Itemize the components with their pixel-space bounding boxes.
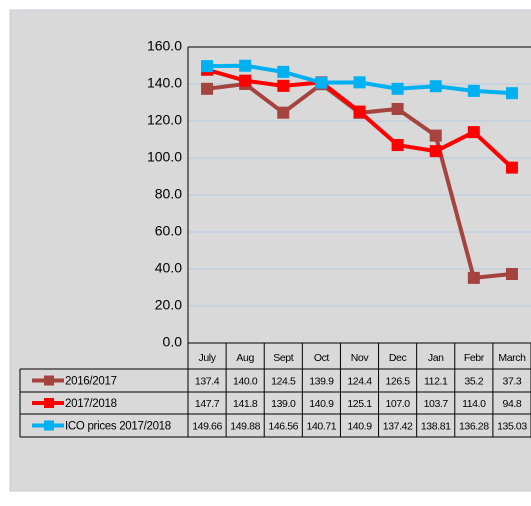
data-point [467,271,480,284]
x-tick-label: Jan [428,352,444,364]
data-label: 35.2 [464,375,483,387]
data-label: 138.81 [421,420,451,432]
data-point [201,82,214,95]
x-tick-label: Aug [236,352,254,364]
data-label: 149.88 [230,420,260,432]
data-label: 137.4 [195,375,220,387]
x-tick-label: Nov [351,352,370,364]
legend-marker [44,375,54,386]
data-point [505,267,518,280]
data-label: 126.5 [385,375,410,387]
data-point [505,161,518,174]
data-point [429,145,442,158]
data-point [277,65,290,78]
x-tick-label: Febr [464,352,485,364]
x-tick-label: Dec [389,352,407,364]
data-label: 135.03 [497,420,527,432]
data-label: 140.9 [347,420,372,432]
y-tick-label: 0.0 [163,334,183,350]
data-point [467,126,480,139]
data-point [505,87,518,100]
data-label: 125.1 [347,398,372,410]
legend-label: ICO prices 2017/2018 [65,421,171,433]
data-label: 149.66 [192,420,222,432]
data-label: 112.1 [424,375,448,387]
data-point [239,74,252,87]
data-label: 140.71 [307,420,337,432]
chart-background [9,9,531,492]
data-point [467,84,480,97]
data-label: 103.7 [424,398,449,410]
data-label: 140.9 [309,398,334,410]
data-label: 114.0 [462,398,486,410]
x-tick-label: Sept [273,352,293,364]
y-tick-label: 40.0 [155,260,182,276]
legend-marker [44,398,54,408]
data-point [391,102,404,115]
x-tick-label: July [199,352,217,364]
legend-label: 2016/2017 [65,376,117,388]
data-label: 146.56 [268,420,298,432]
data-point [315,76,328,89]
data-point [391,139,404,152]
data-point [353,105,366,118]
data-label: 136.28 [459,420,489,432]
data-label: 137.42 [383,420,413,432]
data-point [239,59,252,72]
data-point [353,76,366,89]
data-point [277,79,290,92]
data-label: 140.0 [233,375,258,387]
y-tick-label: 140.0 [147,75,182,91]
y-tick-label: 100.0 [147,149,182,165]
y-tick-label: 80.0 [155,186,182,202]
data-label: 94.8 [503,398,522,410]
legend-marker [44,420,54,431]
data-point [277,106,290,119]
data-label: 107.0 [385,398,410,410]
x-tick-label: Oct [314,352,330,364]
data-label: 124.4 [347,375,372,387]
x-tick-label: March [498,352,526,364]
data-label: 124.5 [271,375,296,387]
y-tick-label: 120.0 [147,112,182,128]
data-point [201,60,214,73]
data-point [391,82,404,95]
data-point [429,129,442,142]
y-tick-label: 20.0 [155,297,182,313]
data-label: 139.9 [309,375,334,387]
y-tick-label: 160.0 [147,38,182,54]
data-label: 139.0 [271,398,296,410]
data-point [429,80,442,93]
y-tick-label: 60.0 [155,223,182,239]
data-label: 147.7 [195,398,220,410]
data-label: 141.8 [233,398,258,410]
legend-label: 2017/2018 [65,398,117,410]
data-label: 37.3 [503,375,522,387]
